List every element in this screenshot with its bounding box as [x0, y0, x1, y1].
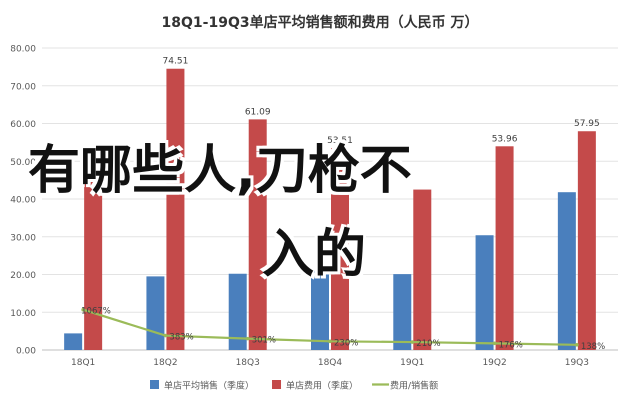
bar [577, 131, 596, 350]
data-labels: 47.63 74.51 61.09 53.51 53.96 57.95 1067% 383% 3… [80, 57, 605, 352]
y-tick-label: 40.00 [10, 196, 36, 206]
bar-value-label: 57.95 [574, 119, 600, 129]
gridlines [42, 47, 618, 351]
y-tick-label: 70.00 [10, 82, 36, 92]
y-tick-label: 80.00 [10, 45, 36, 55]
ratio-label: 176% [499, 340, 523, 350]
x-tick-label: 18Q2 [153, 358, 177, 368]
bar-value-label: 47.63 [80, 158, 106, 168]
watermark-overlay-line2: 入的 [262, 225, 367, 285]
bar-value-label: 74.51 [163, 57, 189, 67]
legend-label: 单店费用（季度） [286, 380, 358, 392]
y-tick-label: 20.00 [10, 271, 36, 281]
ratio-line [81, 307, 579, 347]
bar [166, 68, 185, 351]
bar [146, 276, 165, 350]
x-tick-label: 18Q1 [71, 358, 95, 368]
ratio-point [410, 340, 415, 344]
bar [228, 273, 247, 350]
ratio-point [81, 307, 85, 312]
ratio-label: 1067% [81, 307, 111, 317]
ratio-point [575, 342, 579, 347]
bar [475, 235, 494, 350]
ratio-point [492, 341, 497, 346]
ratio-point [245, 336, 250, 341]
y-tick-label: 10.00 [10, 309, 36, 319]
bar-value-label: 53.51 [327, 136, 353, 146]
watermark-overlay-line1: 有哪些人,刀枪不 [28, 141, 412, 201]
ratio-label: 138% [581, 342, 605, 352]
ratio-label: 301% [252, 336, 276, 346]
bar [413, 189, 432, 350]
ratio-label: 230% [334, 338, 358, 348]
legend-label: 费用/销售额 [390, 380, 438, 392]
y-axis: 0.00 10.00 20.00 30.00 40.00 50.00 60.00 70.00 8… [10, 45, 589, 369]
ratio-label: 383% [169, 333, 193, 343]
legend: 单店平均销售（季度） 单店费用（季度） 费用/销售额 [150, 380, 438, 392]
ratio-point [163, 333, 168, 338]
legend-swatch [272, 380, 282, 389]
bar [331, 147, 349, 350]
y-tick-label: 30.00 [10, 233, 36, 243]
x-tick-label: 18Q4 [318, 358, 343, 368]
ratio-label: 210% [416, 339, 440, 349]
y-tick-label: 50.00 [10, 158, 36, 168]
bar [64, 333, 83, 350]
bar [248, 119, 267, 350]
x-tick-label: 19Q3 [565, 358, 589, 368]
ratio-point [328, 339, 332, 344]
bars [64, 68, 596, 351]
bar [311, 268, 329, 350]
bar [495, 146, 514, 350]
bar-value-label: 61.09 [245, 107, 271, 117]
x-tick-label: 18Q3 [236, 358, 260, 368]
chart-title: 18Q1-19Q3单店平均销售额和费用（人民币 万） [161, 15, 479, 31]
bar [393, 274, 412, 350]
x-tick-label: 19Q2 [482, 358, 506, 368]
bar [557, 192, 576, 350]
y-tick-label: 0.00 [16, 347, 36, 357]
x-tick-label: 19Q1 [400, 358, 424, 368]
legend-label: 单店平均销售（季度） [164, 380, 254, 392]
y-tick-label: 60.00 [10, 120, 36, 130]
legend-swatch [150, 380, 159, 389]
bar [84, 170, 103, 350]
bar-value-label: 53.96 [492, 134, 518, 144]
